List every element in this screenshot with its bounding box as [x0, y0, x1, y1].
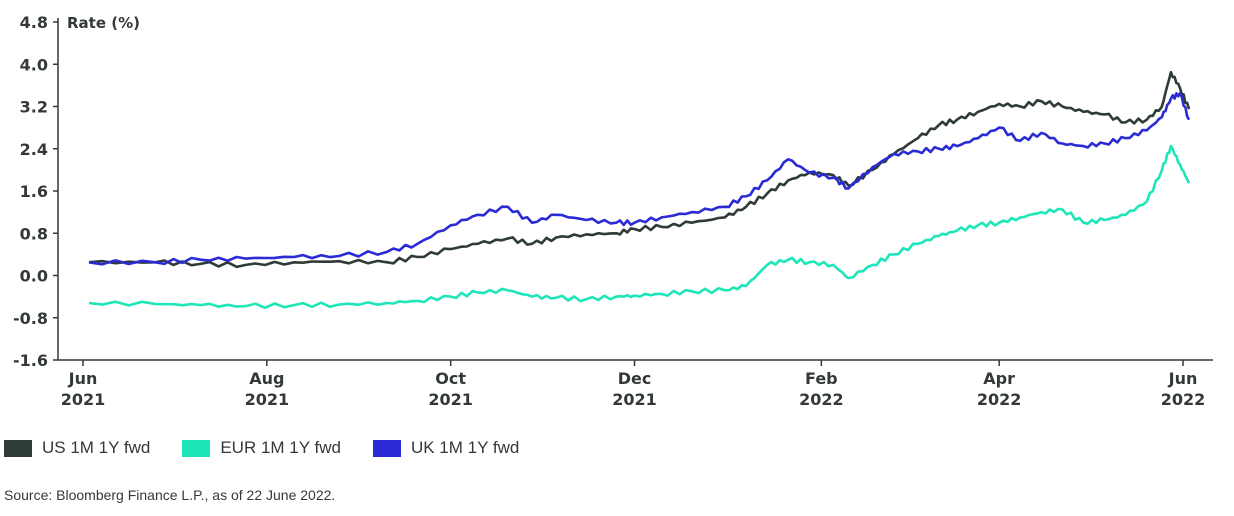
- x-tick-label-year: 2022: [977, 390, 1022, 409]
- x-tick-label-month: Aug: [249, 369, 284, 388]
- legend-label: UK 1M 1Y fwd: [410, 438, 520, 457]
- line-chart: 4.8 4.0 3.2 2.4 1.6 0.8 0.0 -0.8 -1.6 Jun 2021 Aug 2…: [13, 13, 1213, 409]
- x-tick-label-month: Feb: [805, 369, 838, 388]
- x-tick-label-year: 2022: [1161, 390, 1206, 409]
- series-line-us: [88, 70, 1191, 269]
- legend-swatch: [4, 439, 32, 457]
- x-tick-label-year: 2021: [612, 390, 657, 409]
- chart-legend: US 1M 1Y fwd EUR 1M 1Y fwd UK 1M 1Y fwd: [4, 438, 551, 458]
- x-tick-label-month: Oct: [435, 369, 466, 388]
- y-tick-label: -1.6: [13, 351, 48, 370]
- chart-series-lines: [88, 70, 1191, 310]
- x-tick-label-year: 2021: [245, 390, 290, 409]
- source-note: Source: Bloomberg Finance L.P., as of 22…: [4, 487, 336, 503]
- y-tick-label: 1.6: [20, 182, 48, 201]
- y-tick-label: 0.0: [20, 267, 48, 286]
- legend-label: US 1M 1Y fwd: [42, 438, 151, 457]
- chart-axes: 4.8 4.0 3.2 2.4 1.6 0.8 0.0 -0.8 -1.6 Jun 2021 Aug 2…: [13, 13, 1213, 409]
- x-tick-label-year: 2021: [61, 390, 106, 409]
- y-tick-label: 4.0: [20, 55, 48, 74]
- legend-label: EUR 1M 1Y fwd: [220, 438, 341, 457]
- y-tick-label: -0.8: [13, 309, 48, 328]
- legend-swatch: [372, 439, 401, 457]
- series-line-uk: [88, 92, 1191, 266]
- legend-item-uk: UK 1M 1Y fwd: [372, 438, 520, 458]
- x-tick-label-month: Jun: [68, 369, 98, 388]
- x-tick-label-month: Dec: [618, 369, 652, 388]
- y-tick-label: 0.8: [20, 224, 48, 243]
- y-tick-label: 2.4: [20, 140, 48, 159]
- legend-item-eur: EUR 1M 1Y fwd: [182, 438, 341, 458]
- x-tick-label-month: Jun: [1168, 369, 1198, 388]
- y-axis-label: Rate (%): [67, 14, 140, 32]
- y-tick-label: 3.2: [20, 98, 48, 117]
- x-tick-label-year: 2021: [428, 390, 473, 409]
- x-tick-label-month: Apr: [983, 369, 1015, 388]
- legend-swatch: [182, 439, 211, 457]
- y-tick-label: 4.8: [20, 13, 48, 32]
- legend-item-us: US 1M 1Y fwd: [4, 438, 150, 458]
- x-tick-label-year: 2022: [799, 390, 844, 409]
- series-line-eur: [88, 144, 1191, 310]
